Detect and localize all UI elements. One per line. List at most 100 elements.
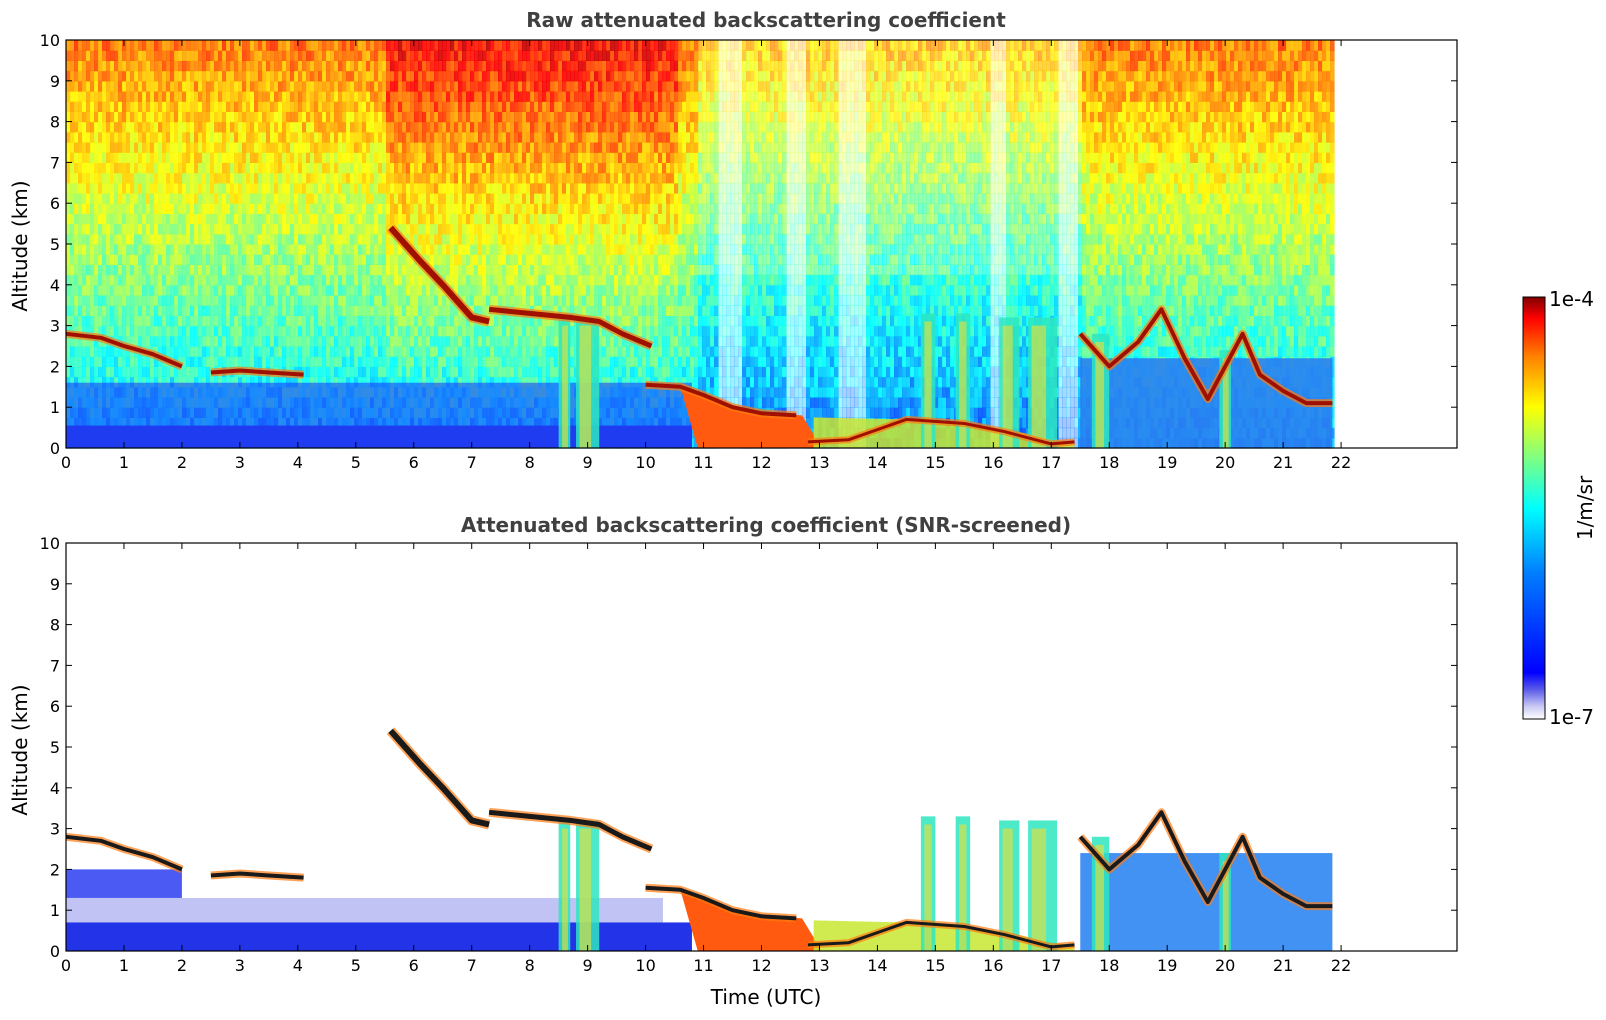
x-tick-label: 0 <box>61 453 71 472</box>
cloud-layer-late <box>1078 810 1333 909</box>
y-tick-label: 1 <box>50 901 60 920</box>
x-tick-label: 2 <box>177 956 187 975</box>
cloud-features <box>65 224 1333 448</box>
x-tick-label: 16 <box>983 956 1003 975</box>
x-tick-label: 19 <box>1157 956 1177 975</box>
y-tick-label: 5 <box>50 235 60 254</box>
y-tick-label: 4 <box>50 276 60 295</box>
fall-streak-core <box>562 828 568 951</box>
slanted-virga <box>388 225 490 325</box>
x-tick-label: 21 <box>1273 956 1293 975</box>
x-tick-label: 17 <box>1041 453 1061 472</box>
x-tick-label: 9 <box>583 453 593 472</box>
panel-screened-ylabel: Altitude (km) <box>8 684 32 815</box>
slanted-virga <box>388 728 490 828</box>
y-tick-label: 2 <box>50 357 60 376</box>
x-tick-label: 10 <box>635 453 655 472</box>
x-tick-label: 20 <box>1215 453 1235 472</box>
x-tick-label: 1 <box>119 453 129 472</box>
fall-streak-core <box>579 325 592 448</box>
x-tick-label: 14 <box>867 453 887 472</box>
x-tick-label: 15 <box>925 453 945 472</box>
fall-streak-core <box>579 828 592 951</box>
y-tick-label: 6 <box>50 194 60 213</box>
colorbar-min-label: 1e-7 <box>1549 705 1594 729</box>
x-tick-label: 13 <box>809 956 829 975</box>
panel-screened-title: Attenuated backscattering coefficient (S… <box>461 513 1071 537</box>
x-tick-label: 9 <box>583 956 593 975</box>
fall-streak-core <box>959 321 967 448</box>
backscatter-field <box>66 40 1335 449</box>
x-tick-label: 5 <box>351 453 361 472</box>
x-tick-label: 18 <box>1099 453 1119 472</box>
x-tick-label: 14 <box>867 956 887 975</box>
x-tick-label: 8 <box>525 453 535 472</box>
y-tick-label: 10 <box>40 534 60 553</box>
panel-screened-plot-area: 0 1 2 3 4 5 6 7 8 9 10 11 12 13 14 15 16 17 18 19 20 21 220123… <box>40 534 1458 975</box>
screened-layer-top <box>66 869 182 898</box>
x-tick-label: 4 <box>293 453 303 472</box>
panel-raw-title: Raw attenuated backscattering coefficien… <box>526 8 1006 32</box>
colorbar-gradient <box>1522 296 1546 720</box>
colorbar-max-label: 1e-4 <box>1549 287 1594 311</box>
fall-streak-core <box>1002 325 1013 448</box>
cloud-layer-early <box>65 331 183 369</box>
tick-group: 0 1 2 3 4 5 6 7 8 9 10 11 12 13 14 15 16 17 18 19 20 21 220123… <box>40 31 1457 472</box>
y-tick-label: 9 <box>50 575 60 594</box>
fall-streak-core <box>1095 844 1105 951</box>
fall-streak-core <box>924 824 932 951</box>
x-tick-label: 21 <box>1273 453 1293 472</box>
y-tick-label: 1 <box>50 398 60 417</box>
fall-streak-core <box>959 824 967 951</box>
late-boundary-layer <box>1080 358 1333 448</box>
cloud-layer-late <box>1078 307 1333 406</box>
x-tick-label: 12 <box>751 453 771 472</box>
fall-streak-core <box>1222 358 1229 448</box>
x-tick-label: 18 <box>1099 956 1119 975</box>
x-tick-label: 17 <box>1041 956 1061 975</box>
y-tick-label: 5 <box>50 738 60 757</box>
x-tick-label: 22 <box>1331 453 1351 472</box>
x-tick-label: 4 <box>293 956 303 975</box>
x-tick-label: 3 <box>235 453 245 472</box>
screened-layer-faint <box>66 897 663 923</box>
y-tick-label: 8 <box>50 113 60 132</box>
cloud-top-descending <box>645 885 797 921</box>
y-tick-label: 0 <box>50 439 60 458</box>
x-tick-label: 11 <box>693 453 713 472</box>
fall-streak-core <box>562 325 568 448</box>
tick-group: 0 1 2 3 4 5 6 7 8 9 10 11 12 13 14 15 16 17 18 19 20 21 220123… <box>40 534 1457 975</box>
cloud-top-descending <box>645 382 797 418</box>
x-tick-label: 6 <box>409 956 419 975</box>
x-tick-label: 7 <box>467 956 477 975</box>
cloud-features <box>65 727 1333 951</box>
fall-streak-core <box>1002 828 1013 951</box>
fall-streak-core <box>1095 341 1105 448</box>
fall-streak-core <box>1031 828 1047 951</box>
panel-screened: Attenuated backscattering coefficient (S… <box>8 513 1458 1009</box>
x-tick-label: 8 <box>525 956 535 975</box>
colorbar: 1e-4 1e-7 1/m/sr <box>1522 287 1597 729</box>
x-tick-label: 19 <box>1157 453 1177 472</box>
x-tick-label: 7 <box>467 453 477 472</box>
fall-streak-core <box>1031 325 1047 448</box>
x-tick-label: 1 <box>119 956 129 975</box>
y-tick-label: 6 <box>50 697 60 716</box>
x-tick-label: 12 <box>751 956 771 975</box>
y-tick-label: 7 <box>50 656 60 675</box>
x-tick-label: 6 <box>409 453 419 472</box>
boundary-layer <box>66 425 692 448</box>
y-tick-label: 9 <box>50 72 60 91</box>
cloud-layer-mid <box>210 368 304 377</box>
fall-streak-core <box>1222 861 1229 951</box>
cloud-layer-early <box>65 834 183 872</box>
x-tick-label: 0 <box>61 956 71 975</box>
panel-screened-xlabel: Time (UTC) <box>710 985 822 1009</box>
y-tick-label: 3 <box>50 820 60 839</box>
y-tick-label: 10 <box>40 31 60 50</box>
x-tick-label: 2 <box>177 453 187 472</box>
y-tick-label: 0 <box>50 942 60 961</box>
x-tick-label: 3 <box>235 956 245 975</box>
fall-streak-core <box>924 321 932 448</box>
